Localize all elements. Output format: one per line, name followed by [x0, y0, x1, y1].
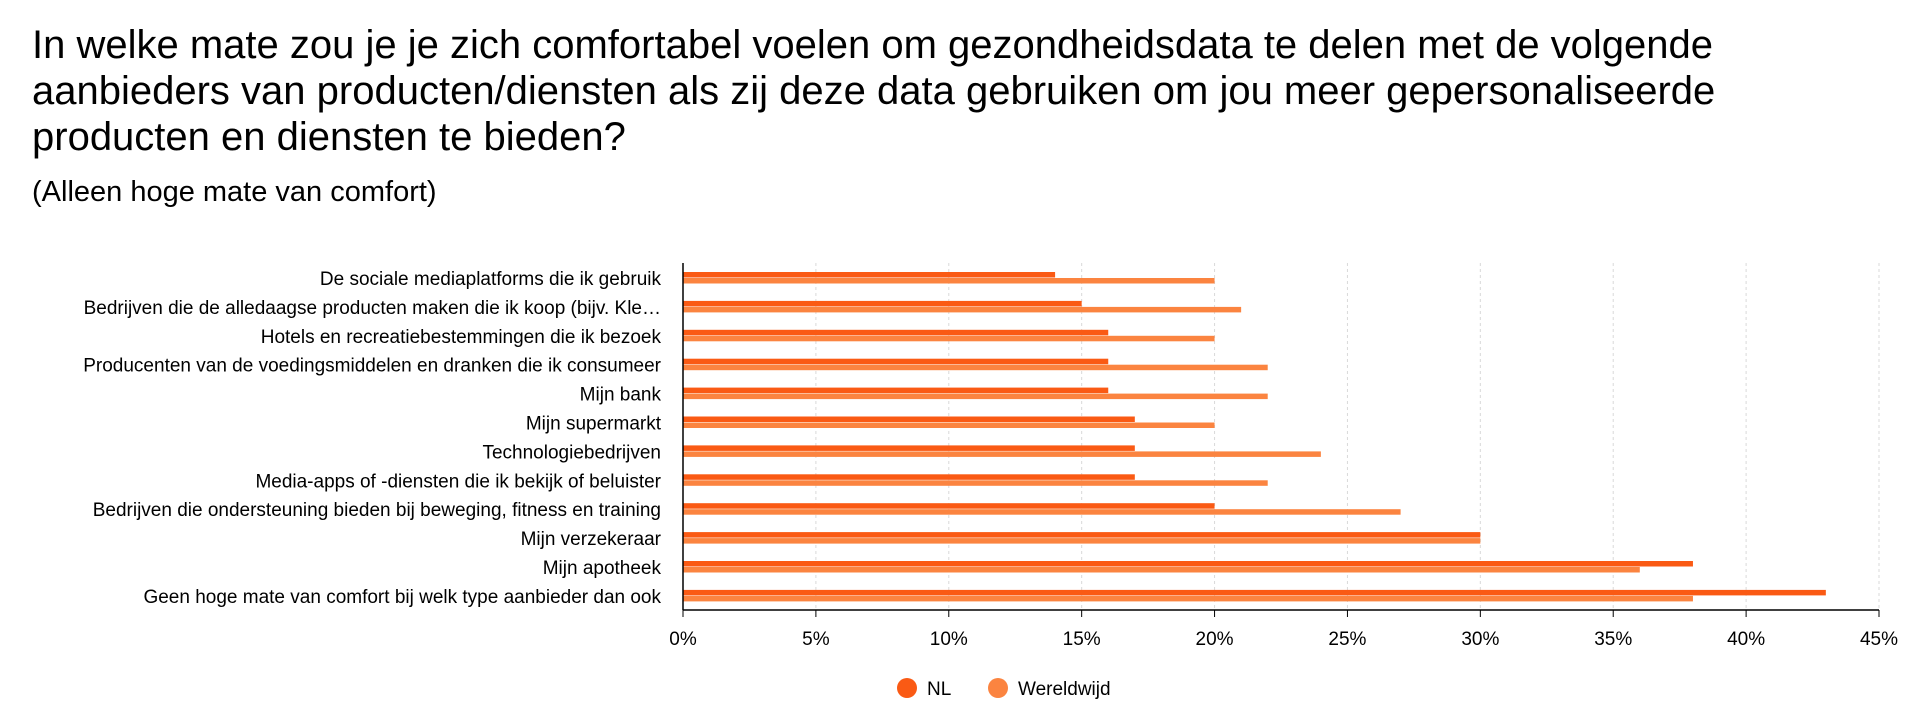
bar-nl: [683, 532, 1481, 538]
bar-nl: [683, 272, 1056, 278]
category-label: Bedrijven die ondersteuning bieden bij b…: [93, 500, 661, 521]
x-tick-label: 0%: [669, 629, 697, 650]
bar-wereldwijd: [683, 595, 1693, 602]
bar-nl: [683, 445, 1135, 451]
category-label: De sociale mediaplatforms die ik gebruik: [320, 269, 662, 290]
bar-wereldwijd: [683, 364, 1268, 371]
category-label: Mijn bank: [580, 385, 662, 406]
bar-wereldwijd: [683, 451, 1321, 457]
bar-wereldwijd: [683, 278, 1215, 284]
x-tick-label: 20%: [1196, 629, 1234, 650]
bar-wereldwijd: [683, 306, 1242, 313]
chart-title: In welke mate zou je je zich comfortabel…: [32, 23, 1716, 159]
x-tick-label: 15%: [1063, 629, 1101, 650]
category-label: Mijn apotheek: [543, 558, 662, 579]
legend: NL Wereldwijd: [897, 678, 1111, 700]
bar-nl: [683, 358, 1109, 365]
category-label: Mijn verzekeraar: [521, 529, 662, 550]
bar-nl: [683, 387, 1109, 394]
bar-wereldwijd: [683, 422, 1215, 428]
bar-wereldwijd: [683, 509, 1401, 515]
category-label: Mijn supermarkt: [526, 414, 662, 435]
x-tick-label: 40%: [1727, 629, 1765, 650]
x-tick-label: 30%: [1461, 629, 1499, 650]
x-tick-label: 35%: [1594, 629, 1632, 650]
category-labels: De sociale mediaplatforms die ik gebruik…: [83, 269, 661, 608]
bar-wereldwijd: [683, 538, 1481, 544]
x-tick-label: 25%: [1328, 629, 1366, 650]
bar-nl: [683, 416, 1135, 422]
axes: [682, 263, 1880, 617]
bars: [683, 272, 1826, 602]
legend-marker: [897, 678, 917, 698]
x-tick-labels: 0% 5% 10% 15% 20% 25% 30% 35% 40% 45%: [669, 629, 1898, 650]
bar-nl: [683, 503, 1215, 509]
bar-wereldwijd: [683, 480, 1268, 486]
category-label: Bedrijven die de alledaagse producten ma…: [84, 298, 661, 319]
category-label: Geen hoge mate van comfort bij welk type…: [143, 587, 661, 608]
bar-nl: [683, 329, 1109, 336]
legend-label: NL: [927, 679, 951, 700]
bar-wereldwijd: [683, 393, 1268, 400]
chart-subtitle: (Alleen hoge mate van comfort): [32, 176, 437, 208]
bar-nl: [683, 589, 1826, 596]
legend-label: Wereldwijd: [1018, 679, 1111, 700]
category-label: Media-apps of -diensten die ik bekijk of…: [255, 471, 661, 492]
x-tick-label: 45%: [1860, 629, 1898, 650]
bar-wereldwijd: [683, 567, 1640, 573]
bar-wereldwijd: [683, 335, 1215, 342]
x-tick-label: 10%: [930, 629, 968, 650]
bar-nl: [683, 474, 1135, 480]
legend-marker: [988, 678, 1008, 698]
x-tick-label: 5%: [802, 629, 830, 650]
category-label: Producenten van de voedingsmiddelen en d…: [83, 356, 661, 377]
bar-nl: [683, 300, 1082, 307]
category-label: Technologiebedrijven: [482, 442, 661, 463]
gridlines: [815, 263, 1880, 610]
bar-nl: [683, 561, 1693, 567]
category-label: Hotels en recreatiebestemmingen die ik b…: [261, 327, 662, 348]
